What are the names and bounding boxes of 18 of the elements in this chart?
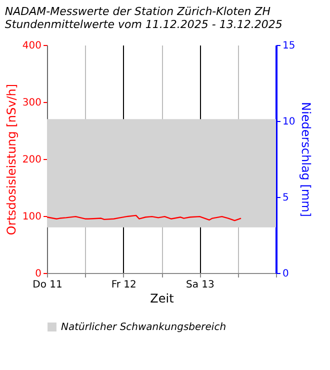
chart-subtitle: Stundenmittelwerte vom 11.12.2025 - 13.12.2025 [4, 18, 282, 31]
y2-axis-title: Niederschlag [mm] [299, 102, 314, 217]
x-axis-title: Zeit [150, 292, 174, 306]
x-tick-label: Do 11 [32, 280, 62, 290]
y2-tick-label: 10 [282, 116, 296, 128]
y-tick-label: 100 [22, 212, 42, 222]
y2-tick-label: 5 [282, 192, 289, 204]
y-tick-label: 300 [22, 98, 42, 108]
y2-tick-label: 0 [282, 268, 289, 280]
x-tick-label: Sa 13 [186, 280, 214, 290]
y2-tick-label: 15 [282, 40, 296, 52]
y-tick-label: 400 [22, 40, 42, 52]
chart-title: NADAM-Messwerte der Station Zürich-Kloten ZH [4, 5, 271, 18]
y-tick-label: 0 [35, 268, 42, 280]
legend-label: Natürlicher Schwankungsbereich [61, 322, 226, 333]
x-tick-label: Fr 12 [111, 280, 136, 290]
y-tick-label: 200 [22, 154, 42, 166]
y-axis-title: Ortsdosisleistung [nSv/h] [4, 84, 18, 236]
